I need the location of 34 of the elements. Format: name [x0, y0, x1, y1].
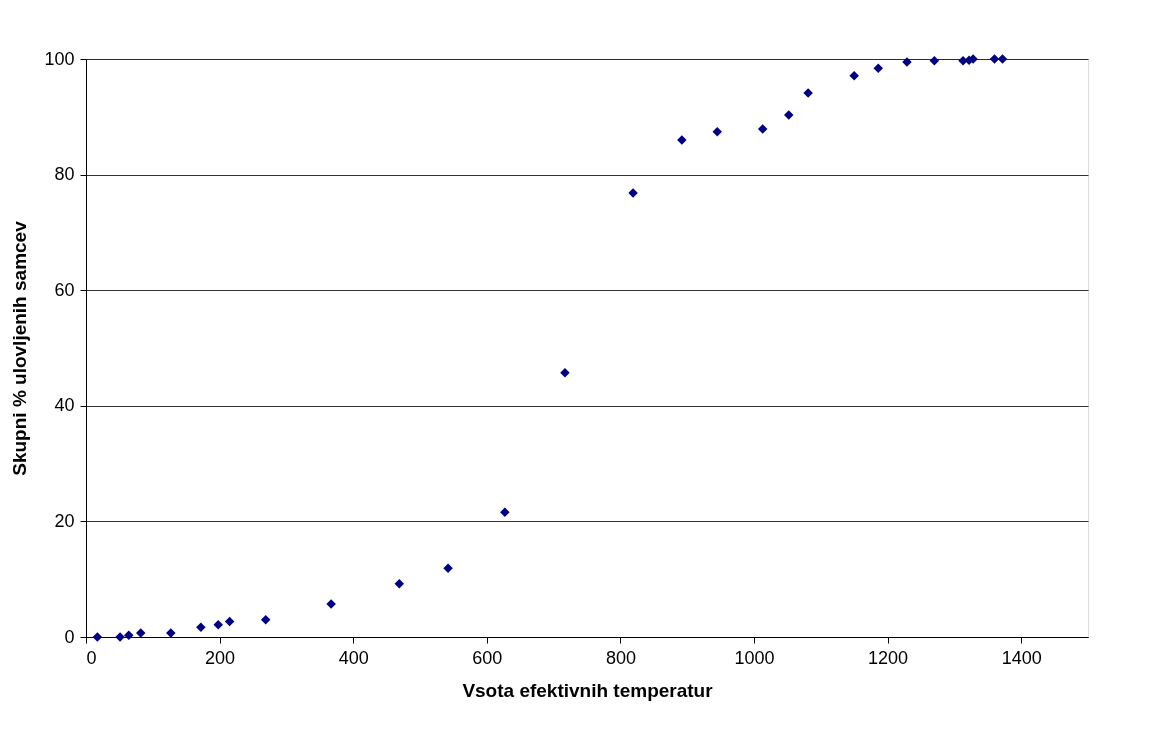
- point: [929, 55, 940, 66]
- point: [213, 620, 224, 630]
- x-axis-title: Vsota efektivnih temperatur: [462, 679, 714, 701]
- y-tick-label: 60: [54, 279, 75, 300]
- x-tick-label: 1200: [868, 647, 909, 668]
- point: [224, 616, 235, 627]
- point: [849, 71, 859, 81]
- point: [757, 124, 768, 134]
- point: [783, 110, 794, 120]
- point: [500, 507, 510, 517]
- x-tick-label: 1400: [1001, 647, 1042, 668]
- point: [989, 54, 1000, 64]
- point: [124, 630, 134, 641]
- point: [136, 628, 146, 638]
- x-tick-label: 400: [338, 647, 369, 668]
- x-tick-label: 600: [472, 647, 503, 668]
- x-tick-label: 0: [86, 647, 97, 668]
- y-axis-title: Skupni % ulovljenih samcev: [9, 220, 31, 476]
- point: [92, 632, 103, 642]
- y-tick-label: 40: [54, 395, 75, 416]
- x-tick-label: 800: [605, 647, 636, 668]
- point: [873, 63, 883, 73]
- y-tick-label: 20: [54, 510, 75, 531]
- y-tick-label: 100: [44, 48, 75, 69]
- point: [443, 563, 453, 573]
- x-tick-label: 1000: [734, 647, 775, 668]
- point: [712, 127, 722, 137]
- point: [394, 579, 405, 589]
- point: [196, 622, 206, 632]
- point: [997, 54, 1008, 64]
- y-tick-label: 80: [54, 164, 75, 185]
- x-tick-label: 200: [205, 647, 236, 668]
- y-tick-label: 0: [64, 626, 75, 647]
- point: [260, 614, 271, 625]
